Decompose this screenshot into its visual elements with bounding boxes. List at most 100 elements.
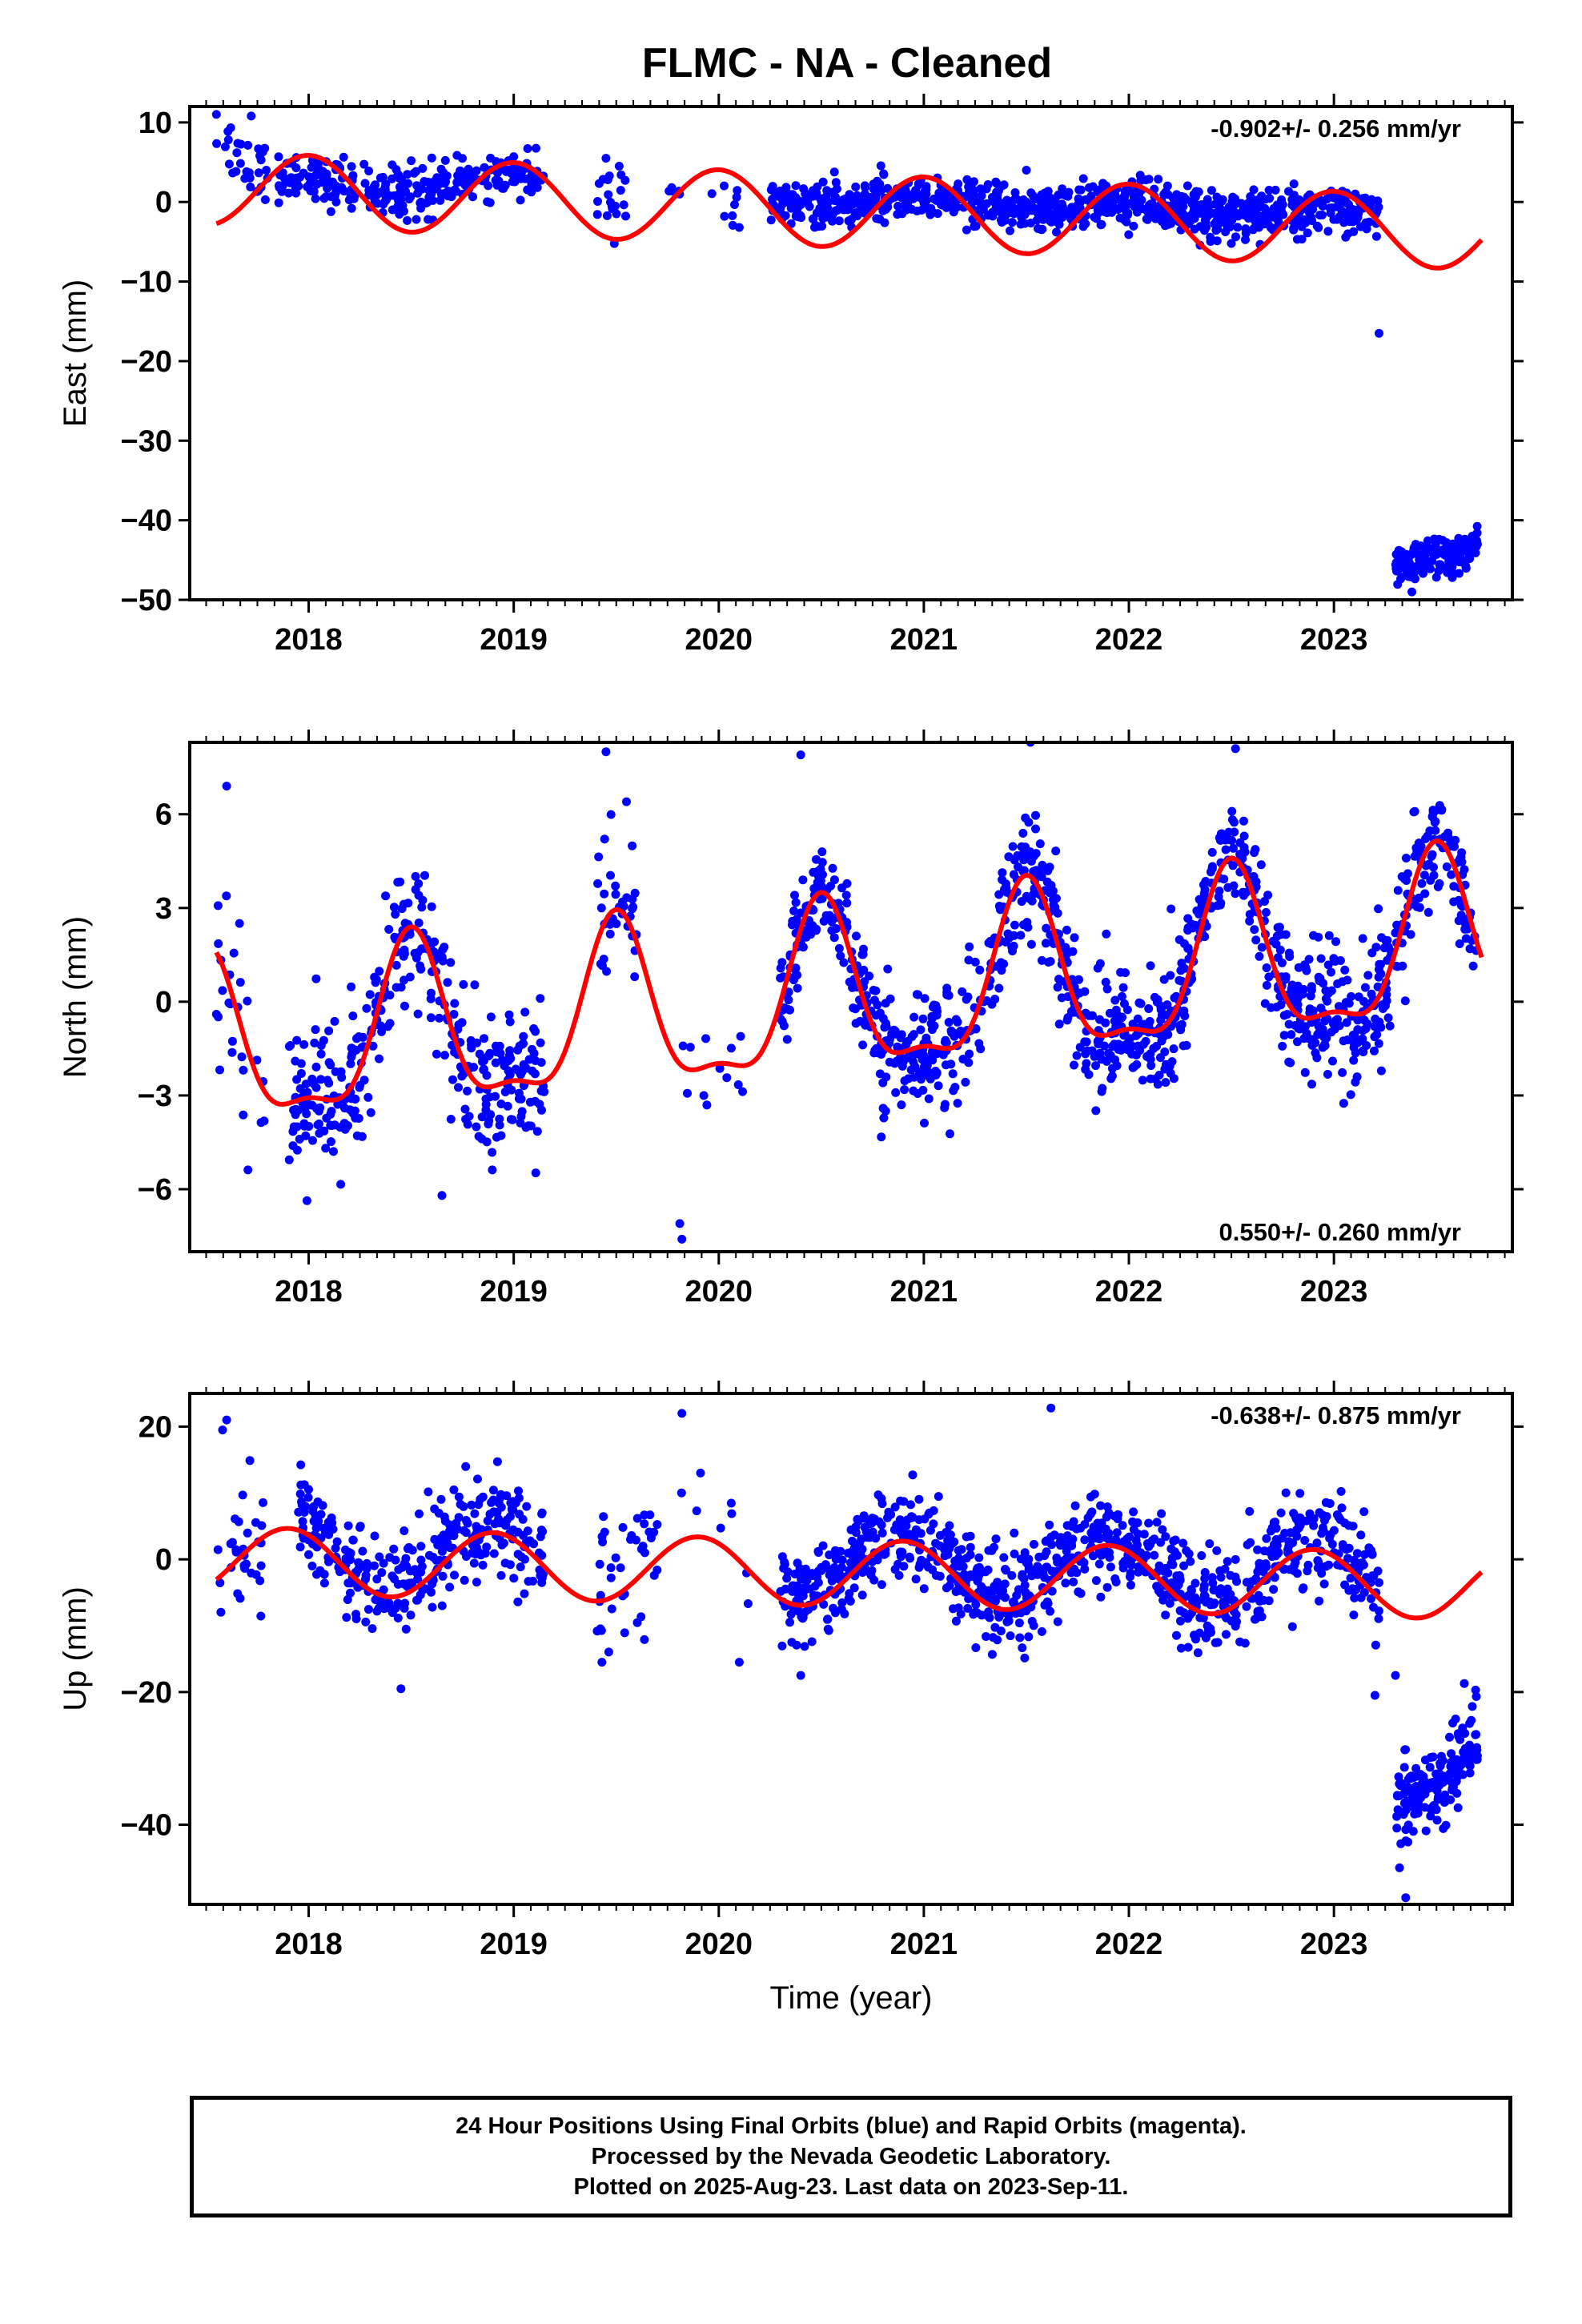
data-point xyxy=(398,201,408,210)
data-point xyxy=(1126,1560,1136,1570)
data-point xyxy=(260,195,270,204)
data-point xyxy=(784,995,793,1005)
data-point xyxy=(1276,204,1286,214)
data-point xyxy=(619,200,628,210)
data-point xyxy=(909,1012,919,1022)
data-point xyxy=(385,991,395,1000)
data-point xyxy=(1403,869,1412,879)
data-point xyxy=(930,194,939,203)
data-point xyxy=(389,1544,399,1554)
data-point xyxy=(957,1556,966,1566)
data-point xyxy=(243,140,253,150)
data-point xyxy=(472,1522,481,1531)
data-point xyxy=(1053,215,1062,225)
data-point xyxy=(1205,201,1215,210)
data-point xyxy=(783,1567,793,1577)
data-point xyxy=(950,1028,959,1038)
data-point xyxy=(1175,1575,1185,1585)
data-point xyxy=(1179,192,1189,202)
data-point xyxy=(1246,192,1255,201)
data-point xyxy=(794,1606,804,1616)
data-point xyxy=(1084,1070,1094,1080)
data-point xyxy=(1200,1574,1210,1583)
data-point xyxy=(1278,1041,1287,1051)
data-point xyxy=(809,884,819,893)
data-point xyxy=(1412,1771,1421,1781)
data-point xyxy=(1144,1518,1154,1528)
data-point xyxy=(362,1558,371,1568)
data-point xyxy=(846,1525,856,1534)
data-point xyxy=(520,1007,530,1017)
data-point xyxy=(1347,991,1356,1001)
data-point xyxy=(478,1560,488,1570)
data-point xyxy=(877,1580,886,1590)
data-point xyxy=(390,191,399,200)
data-point xyxy=(368,1041,378,1051)
data-point xyxy=(535,1100,544,1109)
data-point xyxy=(790,891,799,900)
data-point xyxy=(618,897,627,907)
data-point xyxy=(610,201,620,211)
data-point xyxy=(793,1588,802,1598)
north-y-axis-label: North (mm) xyxy=(58,916,93,1078)
data-point xyxy=(805,916,814,925)
data-point xyxy=(1124,230,1134,239)
data-point xyxy=(1469,543,1479,553)
data-point xyxy=(945,1530,954,1540)
data-point xyxy=(776,1586,785,1596)
data-point xyxy=(1428,808,1438,817)
data-point xyxy=(1049,895,1058,904)
data-point xyxy=(361,1617,371,1626)
data-point xyxy=(1026,939,1036,949)
data-point xyxy=(1216,829,1226,838)
data-point xyxy=(513,1597,523,1606)
data-point xyxy=(1395,558,1404,568)
data-point xyxy=(1435,560,1445,569)
data-point xyxy=(1027,849,1036,858)
data-point xyxy=(1393,1805,1403,1815)
data-point xyxy=(1464,536,1473,545)
data-point xyxy=(1385,1021,1395,1031)
data-point xyxy=(1207,847,1217,857)
data-point xyxy=(640,1634,649,1644)
data-point xyxy=(1227,806,1237,816)
data-point xyxy=(1102,929,1111,939)
data-point xyxy=(1421,1826,1431,1835)
data-point xyxy=(524,1055,534,1064)
data-point xyxy=(598,175,608,184)
data-point xyxy=(1281,1488,1291,1498)
data-point xyxy=(830,192,840,202)
data-point xyxy=(1130,201,1140,211)
data-point xyxy=(901,194,910,203)
data-point xyxy=(1287,987,1296,997)
data-point xyxy=(211,1010,221,1019)
data-point xyxy=(1022,205,1032,214)
data-point xyxy=(1323,960,1333,970)
data-point xyxy=(1067,1522,1077,1531)
data-point xyxy=(1221,845,1231,854)
data-point xyxy=(1253,1567,1263,1577)
data-point xyxy=(459,1502,468,1511)
data-point xyxy=(1174,935,1184,944)
y-tick-label: 10 xyxy=(139,107,172,140)
data-point xyxy=(1440,832,1450,842)
data-point xyxy=(1096,1501,1106,1510)
data-point xyxy=(510,177,520,187)
data-point xyxy=(997,966,1006,975)
data-point xyxy=(800,1642,809,1651)
data-point xyxy=(812,924,821,934)
data-point xyxy=(1262,1562,1271,1571)
data-point xyxy=(1399,1763,1409,1772)
data-point xyxy=(278,168,287,178)
data-point xyxy=(1101,977,1110,987)
data-point xyxy=(1447,1749,1456,1759)
data-point xyxy=(1321,994,1331,1003)
data-point xyxy=(1110,995,1120,1005)
x-tick-label: 2022 xyxy=(1095,1275,1163,1309)
data-point xyxy=(347,203,356,213)
y-tick-label: 3 xyxy=(155,892,172,926)
data-point xyxy=(621,211,630,221)
data-point xyxy=(1199,880,1208,890)
data-point xyxy=(1081,1008,1090,1018)
data-point xyxy=(1324,931,1334,940)
